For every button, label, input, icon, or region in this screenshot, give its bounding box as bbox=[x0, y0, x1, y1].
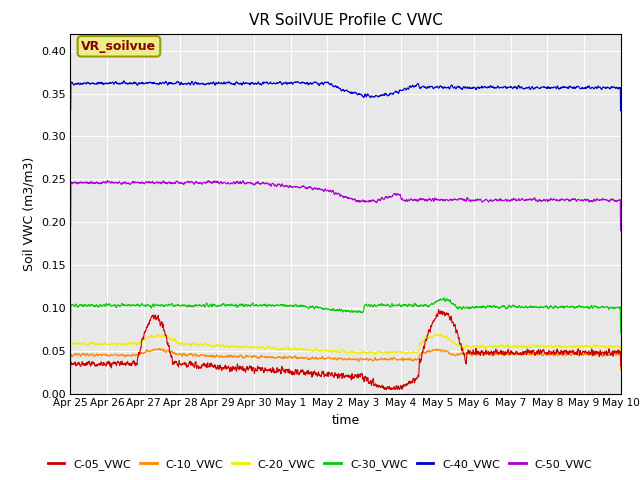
X-axis label: time: time bbox=[332, 414, 360, 427]
Text: VR_soilvue: VR_soilvue bbox=[81, 40, 157, 53]
Title: VR SoilVUE Profile C VWC: VR SoilVUE Profile C VWC bbox=[249, 13, 442, 28]
Legend: C-05_VWC, C-10_VWC, C-20_VWC, C-30_VWC, C-40_VWC, C-50_VWC: C-05_VWC, C-10_VWC, C-20_VWC, C-30_VWC, … bbox=[44, 455, 596, 474]
Y-axis label: Soil VWC (m3/m3): Soil VWC (m3/m3) bbox=[22, 156, 35, 271]
